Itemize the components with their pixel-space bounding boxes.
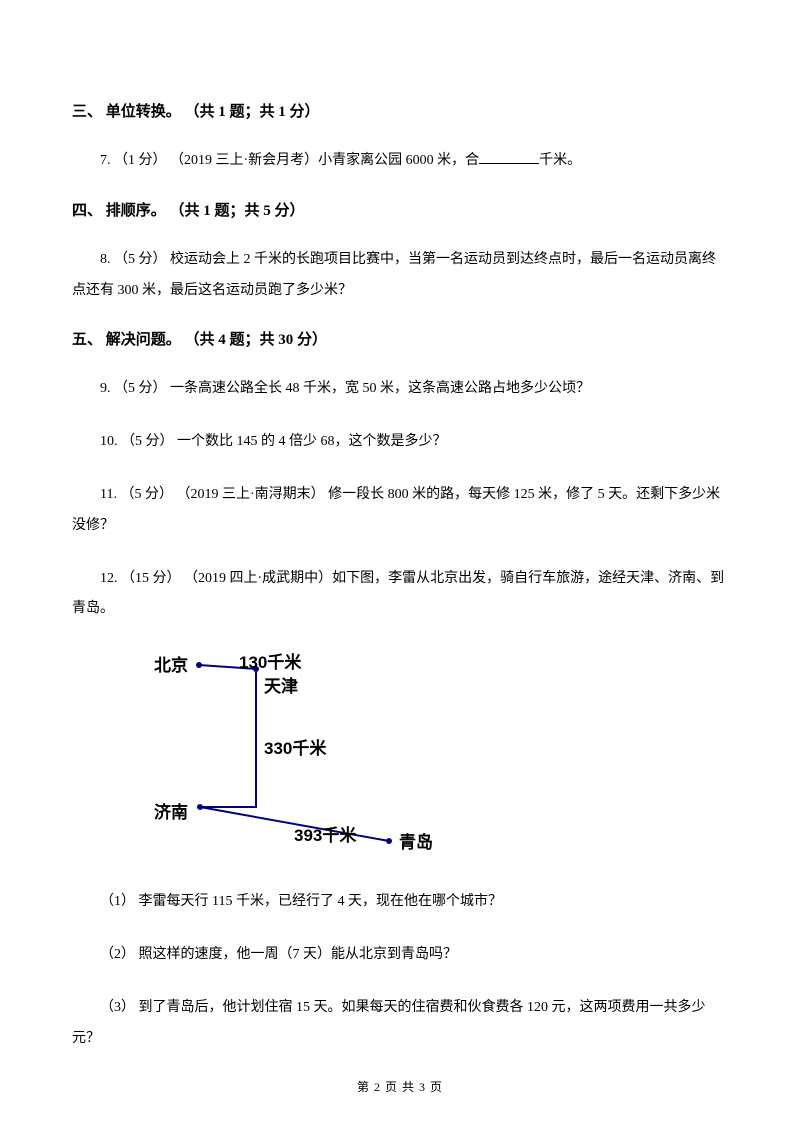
question-12-sub-3: （3） 到了青岛后，他计划住宿 15 天。如果每天的住宿费和伙食费各 120 元… (72, 993, 728, 1055)
label-tianjin: 天津 (264, 673, 298, 700)
label-qingdao: 青岛 (399, 829, 433, 856)
question-10: 10. （5 分） 一个数比 145 的 4 倍少 68，这个数是多少？ (72, 427, 728, 458)
route-diagram: 北京 天津 济南 青岛 130千米 330千米 393千米 (144, 647, 464, 862)
question-7-suffix: 千米。 (539, 153, 581, 168)
label-jinan: 济南 (154, 799, 188, 826)
section-4-heading: 四、 排顺序。 （共 1 题；共 5 分） (72, 199, 728, 223)
question-12-sub-2: （2） 照这样的速度，他一周（7 天）能从北京到青岛吗？ (72, 940, 728, 971)
question-12-sub-1: （1） 李雷每天行 115 千米，已经行了 4 天，现在他在哪个城市？ (72, 887, 728, 918)
section-5-heading: 五、 解决问题。 （共 4 题；共 30 分） (72, 328, 728, 352)
question-11: 11. （5 分） （2019 三上·南浔期末） 修一段长 800 米的路，每天… (72, 480, 728, 542)
label-dist-bj-tj: 130千米 (239, 649, 301, 676)
question-9: 9. （5 分） 一条高速公路全长 48 千米，宽 50 米，这条高速公路占地多… (72, 374, 728, 405)
question-7: 7. （1 分） （2019 三上·新会月考）小青家离公园 6000 米，合 千米… (72, 146, 728, 177)
blank-fill (479, 150, 539, 164)
label-dist-jn-qd: 393千米 (294, 822, 356, 849)
label-dist-tj-jn: 330千米 (264, 735, 326, 762)
question-7-prefix: 7. （1 分） （2019 三上·新会月考）小青家离公园 6000 米，合 (100, 153, 479, 168)
question-12: 12. （15 分） （2019 四上·成武期中）如下图，李雷从北京出发，骑自行… (72, 564, 728, 626)
page-footer: 第 2 页 共 3 页 (0, 1078, 800, 1097)
label-beijing: 北京 (154, 652, 188, 679)
section-3-heading: 三、 单位转换。 （共 1 题；共 1 分） (72, 100, 728, 124)
question-8: 8. （5 分） 校运动会上 2 千米的长跑项目比赛中，当第一名运动员到达终点时… (72, 245, 728, 307)
